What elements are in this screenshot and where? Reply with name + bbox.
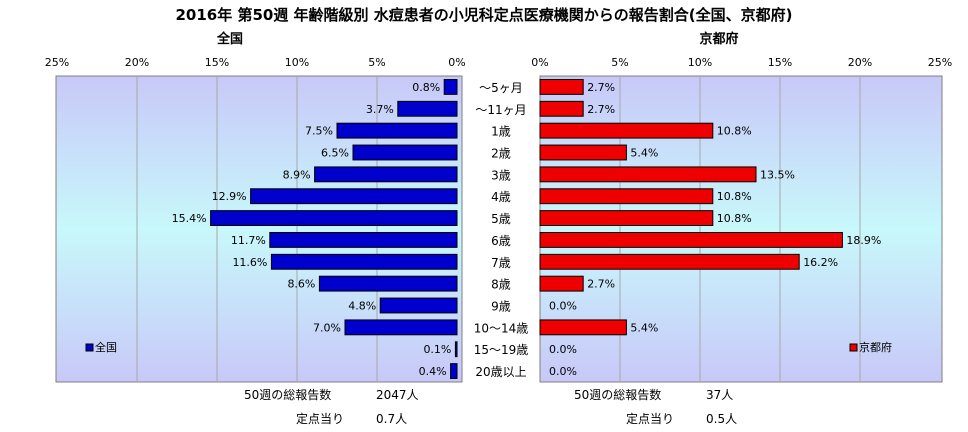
kyoto-bar [539, 231, 843, 248]
national-data-label: 0.8% [412, 81, 440, 94]
kyoto-subtitle: 京都府 [699, 32, 739, 47]
kyoto-total-label: 50週の総報告数 [574, 388, 662, 402]
national-tick-label: 10% [285, 56, 309, 69]
kyoto-bar [539, 188, 714, 205]
kyoto-data-label: 0.0% [549, 365, 577, 378]
national-bar [318, 275, 458, 292]
category-label: ～11ヶ月 [475, 103, 526, 117]
kyoto-data-label: 5.4% [630, 147, 658, 160]
national-data-label: 11.7% [231, 234, 266, 247]
national-bar [314, 166, 458, 183]
national-bar [336, 122, 458, 139]
kyoto-tick-label: 25% [928, 56, 952, 69]
national-bar [210, 210, 458, 227]
category-label: 8歳 [491, 278, 511, 292]
kyoto-data-label: 2.7% [587, 81, 615, 94]
kyoto-legend-label: 京都府 [859, 340, 892, 354]
category-label: 7歳 [491, 256, 511, 270]
national-data-label: 0.1% [423, 343, 451, 356]
kyoto-data-label: 13.5% [760, 168, 795, 181]
national-bar [454, 341, 458, 358]
national-total-value: 2047人 [376, 388, 419, 402]
national-bar [270, 253, 458, 270]
national-subtitle: 全国 [216, 32, 243, 47]
national-data-label: 12.9% [212, 190, 247, 203]
national-legend-label: 全国 [95, 340, 117, 354]
kyoto-data-label: 10.8% [717, 125, 752, 138]
national-tick-label: 20% [125, 56, 149, 69]
national-data-label: 8.9% [283, 168, 311, 181]
kyoto-per-value: 0.5人 [706, 412, 738, 426]
category-label: 2歳 [491, 147, 511, 161]
kyoto-tick-label: 15% [768, 56, 792, 69]
national-per-label: 定点当り [296, 412, 345, 426]
kyoto-bar [539, 210, 714, 227]
kyoto-bar [539, 275, 584, 292]
kyoto-tick-label: 10% [688, 56, 712, 69]
national-data-label: 8.6% [287, 278, 315, 291]
national-total-label: 50週の総報告数 [244, 388, 332, 402]
kyoto-data-label: 16.2% [803, 256, 838, 269]
kyoto-tick-label: 20% [848, 56, 872, 69]
national-tick-label: 0% [448, 56, 465, 69]
national-bar [250, 188, 458, 205]
national-data-label: 11.6% [232, 256, 267, 269]
kyoto-legend-swatch [849, 343, 858, 352]
kyoto-data-label: 10.8% [717, 212, 752, 225]
national-bar [352, 144, 458, 161]
national-tick-label: 15% [205, 56, 229, 69]
kyoto-per-label: 定点当り [626, 412, 675, 426]
kyoto-bar [539, 78, 584, 95]
national-data-label: 7.0% [313, 321, 341, 334]
kyoto-bar [539, 122, 714, 139]
national-bar [344, 319, 458, 336]
category-label: 6歳 [491, 234, 511, 248]
national-bar [269, 231, 458, 248]
kyoto-data-label: 2.7% [587, 278, 615, 291]
category-label: 3歳 [491, 168, 511, 182]
national-bar [443, 78, 458, 95]
national-data-label: 3.7% [366, 103, 394, 116]
kyoto-bar [539, 166, 757, 183]
national-tick-label: 5% [368, 56, 385, 69]
category-label: 9歳 [491, 300, 511, 314]
national-bar [397, 100, 458, 117]
kyoto-tick-label: 0% [531, 56, 548, 69]
national-legend-swatch [85, 343, 94, 352]
kyoto-plot-area [539, 75, 943, 383]
national-per-value: 0.7人 [376, 412, 408, 426]
national-data-label: 4.8% [348, 300, 376, 313]
kyoto-tick-label: 5% [611, 56, 628, 69]
chart-title: 2016年 第50週 年齢階級別 水痘患者の小児科定点医療機関からの報告割合(全… [175, 6, 793, 24]
kyoto-data-label: 0.0% [549, 343, 577, 356]
kyoto-bar [539, 144, 627, 161]
kyoto-bar [539, 253, 800, 270]
national-bar [379, 297, 458, 314]
kyoto-bar [539, 100, 584, 117]
national-tick-label: 25% [45, 56, 69, 69]
national-plot-area [55, 75, 463, 383]
national-data-label: 0.4% [419, 365, 447, 378]
category-label: 4歳 [491, 190, 511, 204]
category-label: ～5ヶ月 [479, 81, 523, 95]
kyoto-data-label: 2.7% [587, 103, 615, 116]
national-data-label: 7.5% [305, 125, 333, 138]
national-data-label: 6.5% [321, 147, 349, 160]
national-data-label: 15.4% [172, 212, 207, 225]
kyoto-data-label: 18.9% [846, 234, 881, 247]
kyoto-bar [539, 319, 627, 336]
kyoto-data-label: 5.4% [630, 321, 658, 334]
category-label: 10～14歳 [474, 321, 529, 335]
category-label: 15～19歳 [474, 343, 529, 357]
kyoto-data-label: 0.0% [549, 300, 577, 313]
kyoto-total-value: 37人 [706, 388, 734, 402]
national-bar [450, 363, 458, 380]
category-label: 5歳 [491, 212, 511, 226]
category-label: 1歳 [491, 125, 511, 139]
category-label: 20歳以上 [475, 365, 526, 379]
kyoto-data-label: 10.8% [717, 190, 752, 203]
